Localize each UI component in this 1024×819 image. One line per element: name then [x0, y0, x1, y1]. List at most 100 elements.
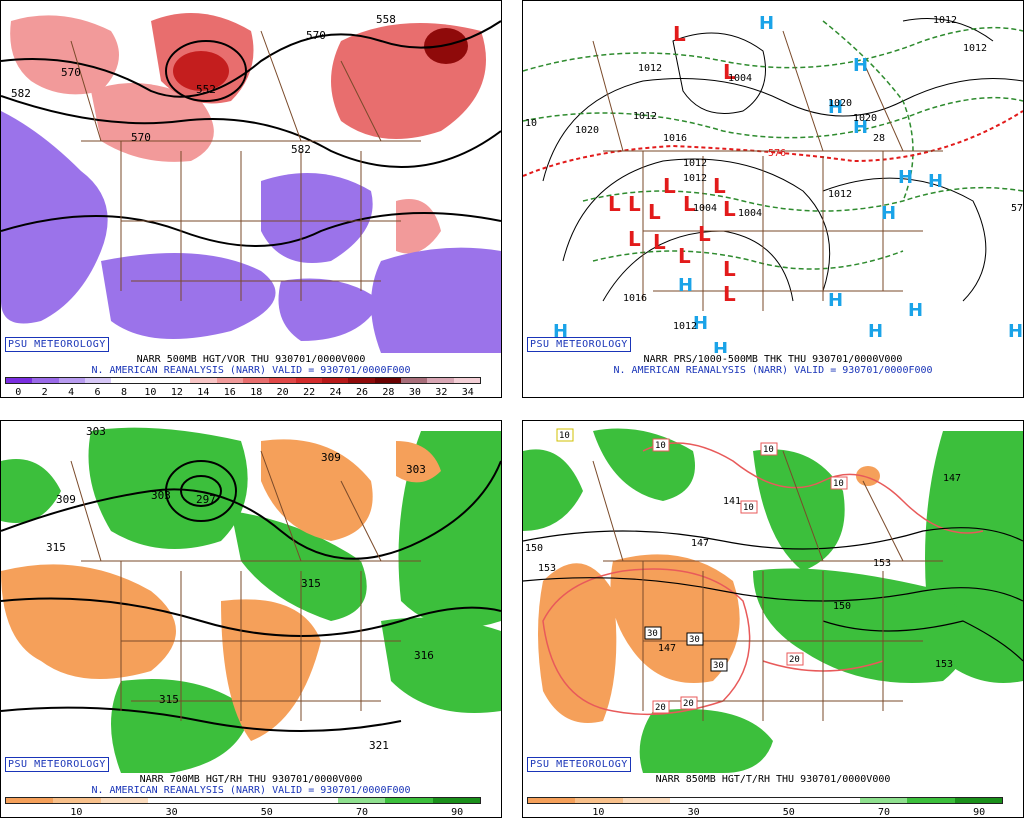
isobar-label: 1012 — [683, 158, 707, 169]
panel-700mb-rh: 309 303 297 309 303 315 315 315 316 321 … — [0, 420, 502, 818]
isobar-label: 1012 — [633, 111, 657, 122]
svg-text:L: L — [698, 222, 711, 246]
panel-500mb-vorticity: 570 558 582 552 570 582 570 PSU METEOROL… — [0, 0, 502, 398]
temp-label: 20 — [652, 700, 670, 714]
panel-subtitle: N. AMERICAN REANALYSIS (NARR) VALID = 93… — [91, 365, 411, 376]
isobar-label: 1016 — [663, 133, 687, 144]
temp-label: 30 — [710, 658, 728, 672]
vorticity-map: 570 558 582 552 570 582 570 — [1, 1, 501, 353]
panel-title: NARR 850MB HGT/T/RH THU 930701/0000V000 — [655, 774, 891, 785]
color-scale-swatch — [290, 798, 338, 803]
contour-label: 552 — [196, 83, 216, 96]
svg-text:L: L — [663, 174, 676, 198]
contour-label: 315 — [301, 577, 321, 590]
color-scale-tick-label: 90 — [451, 807, 464, 818]
color-scale-swatch — [58, 378, 85, 383]
svg-text:H: H — [553, 321, 568, 342]
color-scale-tick-label: 20 — [276, 387, 289, 398]
panel-850mb-t-rh: 150 153 147 141 147 150 153 147 153 10 1… — [522, 420, 1024, 818]
isobar-label: 10 — [525, 118, 537, 129]
contour-label: 141 — [723, 496, 741, 507]
psu-meteorology-label: PSU METEOROLOGY — [5, 757, 109, 772]
svg-text:30: 30 — [713, 661, 724, 671]
rh700-map: 309 303 297 309 303 315 315 315 316 321 … — [1, 421, 501, 773]
color-scale-swatch — [190, 378, 217, 383]
svg-text:L: L — [628, 227, 641, 251]
isobar-label: 1012 — [933, 15, 957, 26]
svg-text:L: L — [723, 257, 736, 281]
color-scale-swatch — [575, 798, 623, 803]
color-scale-tick-label: 14 — [197, 387, 210, 398]
color-scale-swatch — [907, 798, 955, 803]
svg-text:L: L — [628, 192, 641, 216]
color-scale-tick-label: 10 — [144, 387, 157, 398]
isobar-label: 1012 — [673, 321, 697, 332]
color-scale-tick-label: 50 — [782, 807, 795, 818]
svg-text:H: H — [828, 97, 843, 118]
contour-label: 570 — [61, 66, 81, 79]
svg-text:10: 10 — [763, 445, 774, 455]
temp-label: 10 — [740, 500, 758, 514]
temp-label: 20 — [786, 652, 804, 666]
svg-text:H: H — [678, 275, 693, 296]
color-scale-swatch — [243, 798, 291, 803]
color-scale-swatch — [269, 378, 296, 383]
contour-label: 147 — [691, 538, 709, 549]
svg-text:10: 10 — [559, 431, 570, 441]
color-scale-tick-label: 24 — [329, 387, 342, 398]
contour-label: 570 — [306, 29, 326, 42]
svg-text:L: L — [653, 230, 666, 254]
svg-text:H: H — [881, 203, 896, 224]
color-scale-swatch — [348, 378, 375, 383]
svg-text:L: L — [678, 244, 691, 268]
svg-text:H: H — [898, 167, 913, 188]
color-scale-swatch — [622, 798, 671, 803]
contour-label: 309 — [56, 493, 76, 506]
color-scale-tick-label: 6 — [94, 387, 101, 398]
isobar-label: 1004 — [738, 208, 762, 219]
color-scale-swatch — [6, 798, 54, 803]
contour-label: 153 — [538, 563, 556, 574]
color-scale-tick-label: 4 — [68, 387, 75, 398]
contour-label: 316 — [414, 649, 434, 662]
color-scale-tick-label: 30 — [165, 807, 178, 818]
contour-label: 582 — [11, 87, 31, 100]
color-scale-bar — [5, 377, 481, 384]
color-scale-tick-label: 70 — [877, 807, 891, 818]
temp-label: 10 — [760, 442, 778, 456]
contour-label: 153 — [935, 659, 953, 670]
color-scale-tick-label: 30 — [687, 807, 700, 818]
psu-meteorology-label: PSU METEOROLOGY — [5, 337, 109, 352]
color-scale-tick-label: 28 — [382, 387, 395, 398]
color-scale-tick-label: 10 — [592, 807, 605, 818]
svg-text:H: H — [908, 300, 923, 321]
temp-label: 30 — [644, 626, 662, 640]
color-scale-swatch — [374, 378, 401, 383]
color-scale-ticks: 10 30 50 70 90 — [5, 807, 481, 818]
color-scale-swatch — [385, 798, 433, 803]
temp-label: 10 — [556, 428, 574, 442]
panel-title: NARR 500MB HGT/VOR THU 930701/0000V000 — [136, 354, 366, 365]
svg-text:H: H — [713, 339, 728, 353]
color-scale-swatch — [432, 798, 481, 803]
isobar-label: 1012 — [638, 63, 662, 74]
contour-label: 147 — [943, 473, 961, 484]
color-scale-swatch — [859, 798, 908, 803]
svg-text:20: 20 — [789, 655, 800, 665]
color-scale-swatch — [765, 798, 813, 803]
contour-label: 582 — [291, 143, 311, 156]
temp-label: 10 — [652, 438, 670, 452]
contour-label: 321 — [369, 739, 389, 752]
isobar-label: 1020 — [575, 125, 599, 136]
color-scale-swatch — [321, 378, 349, 383]
color-scale-tick-label: 22 — [303, 387, 316, 398]
color-scale-tick-label: 8 — [120, 387, 128, 398]
color-scale-swatch — [954, 798, 1003, 803]
color-scale-swatch — [6, 378, 33, 383]
color-scale-swatch — [148, 798, 196, 803]
isobar-label: 1012 — [683, 173, 707, 184]
svg-text:H: H — [693, 313, 708, 334]
psu-meteorology-label: PSU METEOROLOGY — [527, 337, 631, 352]
color-scale-tick-label: 34 — [461, 387, 474, 398]
